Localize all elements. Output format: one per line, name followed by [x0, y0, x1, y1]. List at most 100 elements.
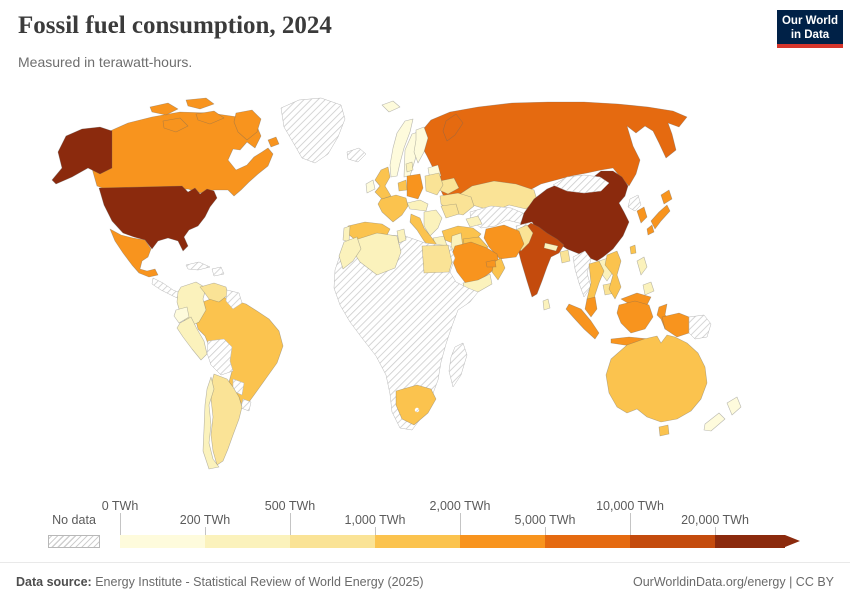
- country-papua-new-guinea[interactable]: [688, 314, 712, 340]
- legend-segment-1[interactable]: [205, 535, 290, 548]
- country-uk[interactable]: [374, 166, 392, 200]
- country-africa-other[interactable]: [333, 234, 479, 431]
- country-taiwan[interactable]: [629, 244, 637, 255]
- country-bangladesh[interactable]: [559, 249, 571, 264]
- country-uae-qatar[interactable]: [485, 259, 497, 268]
- country-australia[interactable]: [605, 334, 708, 423]
- country-ecuador[interactable]: [173, 306, 190, 324]
- country-mongolia[interactable]: [552, 174, 610, 194]
- country-myanmar[interactable]: [572, 250, 592, 298]
- legend-tick: [290, 513, 291, 535]
- country-japan-hokkaido[interactable]: [660, 189, 673, 205]
- country-philippines-luzon[interactable]: [636, 256, 648, 276]
- country-iran[interactable]: [483, 224, 525, 260]
- legend-segment-7[interactable]: [715, 535, 785, 548]
- owid-logo-accent: [777, 44, 843, 48]
- country-japan-kyushu[interactable]: [646, 224, 655, 236]
- legend-tick: [205, 527, 206, 535]
- legend-segment-0[interactable]: [120, 535, 205, 548]
- country-japan-honshu[interactable]: [650, 204, 671, 230]
- legend-segment-3[interactable]: [375, 535, 460, 548]
- country-chile[interactable]: [202, 376, 220, 470]
- legend-no-data-label: No data: [52, 513, 96, 527]
- country-germany[interactable]: [406, 173, 424, 200]
- owid-footer-link[interactable]: OurWorldinData.org/energy | CC BY: [632, 574, 834, 589]
- country-russia[interactable]: [419, 101, 688, 199]
- country-denmark[interactable]: [405, 161, 414, 173]
- country-russia-novaya-zemlya[interactable]: [442, 113, 464, 142]
- legend-tick-label: 500 TWh: [264, 499, 316, 513]
- legend-segment-2[interactable]: [290, 535, 375, 548]
- legend-arrow: [785, 535, 800, 547]
- country-indonesia-borneo[interactable]: [616, 300, 654, 334]
- country-ireland[interactable]: [365, 179, 376, 194]
- country-cuba[interactable]: [185, 261, 211, 271]
- country-peru[interactable]: [176, 316, 208, 361]
- country-vietnam[interactable]: [604, 250, 622, 300]
- country-nepal[interactable]: [543, 242, 559, 252]
- legend-segment-6[interactable]: [630, 535, 715, 548]
- country-canada-island-3[interactable]: [195, 110, 225, 125]
- country-tunisia[interactable]: [396, 228, 407, 244]
- country-canada-island-2[interactable]: [185, 97, 215, 110]
- country-france[interactable]: [377, 194, 409, 223]
- country-central-europe[interactable]: [406, 199, 429, 212]
- legend-tick-label: 0 TWh: [101, 499, 139, 513]
- country-romania[interactable]: [440, 203, 460, 219]
- country-saudi-arabia[interactable]: [450, 241, 500, 286]
- legend-tick: [715, 527, 716, 535]
- country-portugal[interactable]: [342, 225, 351, 243]
- legend-segment-4[interactable]: [460, 535, 545, 548]
- country-benelux[interactable]: [397, 179, 408, 192]
- country-argentina[interactable]: [210, 373, 243, 466]
- country-egypt[interactable]: [421, 244, 453, 274]
- country-tasmania[interactable]: [658, 424, 670, 437]
- country-canada-island-1[interactable]: [149, 102, 179, 116]
- country-north-korea[interactable]: [627, 194, 642, 212]
- country-new-zealand-south[interactable]: [703, 412, 726, 432]
- country-indonesia-papua[interactable]: [661, 312, 690, 338]
- country-sri-lanka[interactable]: [542, 298, 551, 311]
- country-canada-victoria[interactable]: [162, 117, 189, 133]
- country-bolivia[interactable]: [206, 338, 234, 376]
- page-title: Fossil fuel consumption, 2024: [18, 12, 332, 39]
- country-indonesia-sumatra[interactable]: [565, 303, 600, 340]
- country-south-korea[interactable]: [636, 206, 648, 224]
- legend-tick-label: 10,000 TWh: [596, 499, 664, 513]
- country-canada-baffin[interactable]: [233, 109, 262, 141]
- country-usa-alaska[interactable]: [51, 126, 113, 185]
- country-svalbard[interactable]: [381, 100, 401, 113]
- owid-logo[interactable]: Our World in Data: [777, 10, 843, 48]
- chart-footer: Data source: Energy Institute - Statisti…: [0, 562, 850, 600]
- country-venezuela[interactable]: [199, 282, 229, 303]
- legend-no-data-swatch[interactable]: [48, 535, 100, 548]
- country-guyanas[interactable]: [225, 289, 243, 310]
- country-canada[interactable]: [88, 111, 274, 197]
- country-canada-newfoundland[interactable]: [267, 136, 280, 148]
- legend-segment-5[interactable]: [545, 535, 630, 548]
- country-norway[interactable]: [389, 118, 414, 178]
- country-uruguay[interactable]: [240, 398, 252, 412]
- country-mexico[interactable]: [109, 228, 159, 278]
- country-philippines-mindanao[interactable]: [642, 281, 655, 296]
- country-poland[interactable]: [424, 172, 444, 196]
- country-iceland[interactable]: [346, 147, 367, 163]
- country-finland[interactable]: [413, 126, 429, 164]
- country-madagascar[interactable]: [448, 342, 468, 388]
- legend-tick-label: 2,000 TWh: [429, 499, 491, 513]
- country-usa-mainland[interactable]: [98, 185, 218, 252]
- country-lesotho[interactable]: [414, 407, 420, 413]
- country-south-africa[interactable]: [395, 384, 437, 426]
- country-malaysia-peninsula[interactable]: [584, 296, 598, 318]
- country-morocco[interactable]: [338, 236, 362, 270]
- owid-logo-text: Our World in Data: [781, 15, 838, 42]
- data-source-note: Data source: Energy Institute - Statisti…: [16, 575, 424, 589]
- data-source-text: Energy Institute - Statistical Review of…: [91, 574, 424, 589]
- country-new-zealand-north[interactable]: [726, 396, 742, 416]
- country-balkans[interactable]: [423, 209, 443, 237]
- country-caucasus[interactable]: [465, 215, 483, 228]
- country-greenland[interactable]: [280, 97, 346, 164]
- country-hispaniola[interactable]: [211, 266, 225, 277]
